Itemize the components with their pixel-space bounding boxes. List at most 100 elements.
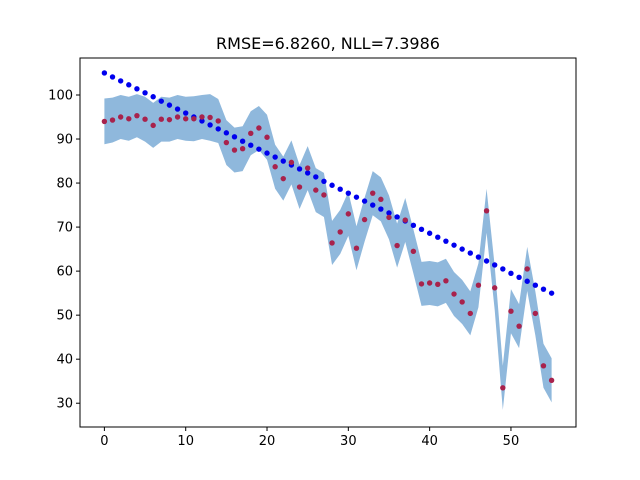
observed-point	[443, 278, 449, 284]
y-tick-label: 80	[56, 177, 73, 192]
observed-point	[337, 229, 343, 235]
observed-point	[532, 310, 539, 317]
observed-point	[500, 385, 506, 391]
observed-point	[126, 116, 132, 122]
y-axis: 30 40 50 60 70 80 90 100	[48, 88, 80, 412]
predicted-point	[516, 274, 522, 280]
predicted-point	[386, 210, 392, 216]
predicted-point	[467, 250, 473, 256]
observed-point	[101, 118, 108, 125]
observed-point	[109, 117, 116, 123]
predicted-point	[126, 82, 132, 88]
predicted-point	[524, 278, 530, 284]
predicted-point	[540, 286, 547, 292]
observed-point	[207, 114, 213, 121]
y-tick-label: 90	[56, 133, 73, 148]
observed-point	[142, 116, 148, 122]
predicted-point	[304, 170, 311, 176]
uncertainty-band	[104, 94, 552, 410]
predicted-point	[134, 86, 140, 92]
predicted-point	[451, 242, 457, 248]
y-tick-label: 70	[56, 221, 73, 236]
observed-point	[378, 196, 384, 203]
observed-point	[199, 114, 205, 120]
observed-point	[313, 187, 319, 193]
predicted-point	[142, 90, 148, 96]
observed-point	[345, 211, 352, 217]
observed-point	[191, 116, 197, 122]
observed-point	[248, 130, 254, 136]
observed-point	[150, 122, 156, 129]
x-tick-label: 50	[503, 434, 520, 449]
predicted-point	[256, 146, 262, 152]
predicted-point	[491, 262, 498, 268]
observed-point	[540, 363, 547, 369]
plot-frame	[79, 57, 577, 428]
predicted-point	[329, 182, 335, 188]
predicted-point	[272, 154, 278, 160]
observed-point	[117, 114, 124, 120]
predicted-point	[158, 98, 165, 104]
predicted-point	[475, 254, 482, 260]
observed-point	[158, 116, 165, 122]
observed-point	[516, 323, 522, 329]
observed-point	[296, 184, 303, 190]
predicted-point	[353, 194, 360, 200]
predicted-point	[313, 174, 319, 180]
observed-point	[418, 281, 425, 287]
predicted-point	[532, 282, 539, 288]
predicted-point	[101, 70, 108, 76]
observed-point	[280, 175, 286, 182]
predicted-point	[199, 118, 205, 124]
observed-point	[288, 159, 295, 166]
y-tick-label: 100	[48, 88, 73, 103]
observed-point	[304, 165, 311, 171]
predicted-point	[264, 150, 270, 156]
predicted-point	[394, 214, 400, 220]
observed-point	[386, 214, 392, 221]
x-axis: 0 10 20 30 40 50	[100, 427, 519, 449]
observed-point	[524, 266, 530, 272]
observed-series-layer	[101, 112, 555, 391]
observed-point	[264, 134, 270, 140]
predicted-point	[321, 178, 327, 184]
predicted-point	[361, 198, 368, 204]
predicted-point	[548, 290, 555, 296]
observed-point	[394, 242, 400, 249]
observed-point	[215, 118, 221, 124]
observed-point	[239, 146, 246, 152]
uncertainty-band-layer	[104, 94, 552, 410]
predicted-point	[378, 206, 384, 212]
observed-point	[256, 125, 262, 131]
predicted-point	[345, 190, 352, 196]
predicted-point	[117, 78, 124, 84]
predicted-point	[166, 102, 173, 108]
observed-point	[435, 281, 441, 288]
y-tick-label: 40	[56, 353, 73, 368]
y-tick-label: 50	[56, 309, 73, 324]
predicted-point	[207, 122, 213, 128]
predicted-point	[296, 166, 303, 172]
observed-point	[166, 116, 173, 123]
predicted-point	[435, 234, 441, 240]
predicted-point	[174, 106, 181, 112]
predicted-point	[443, 238, 449, 244]
observed-point	[174, 114, 181, 120]
observed-point	[183, 116, 189, 122]
observed-point	[321, 192, 327, 198]
observed-point	[548, 377, 555, 384]
observed-point	[272, 164, 278, 170]
x-tick-label: 30	[340, 434, 357, 449]
predicted-point	[231, 134, 238, 140]
observed-point	[426, 280, 433, 286]
predicted-point	[183, 110, 189, 116]
observed-point	[231, 147, 238, 153]
observed-point	[410, 248, 417, 255]
x-tick-label: 0	[100, 434, 108, 449]
x-tick-label: 40	[421, 434, 438, 449]
observed-point	[370, 190, 376, 196]
observed-point	[483, 208, 490, 214]
predicted-point	[337, 186, 343, 192]
